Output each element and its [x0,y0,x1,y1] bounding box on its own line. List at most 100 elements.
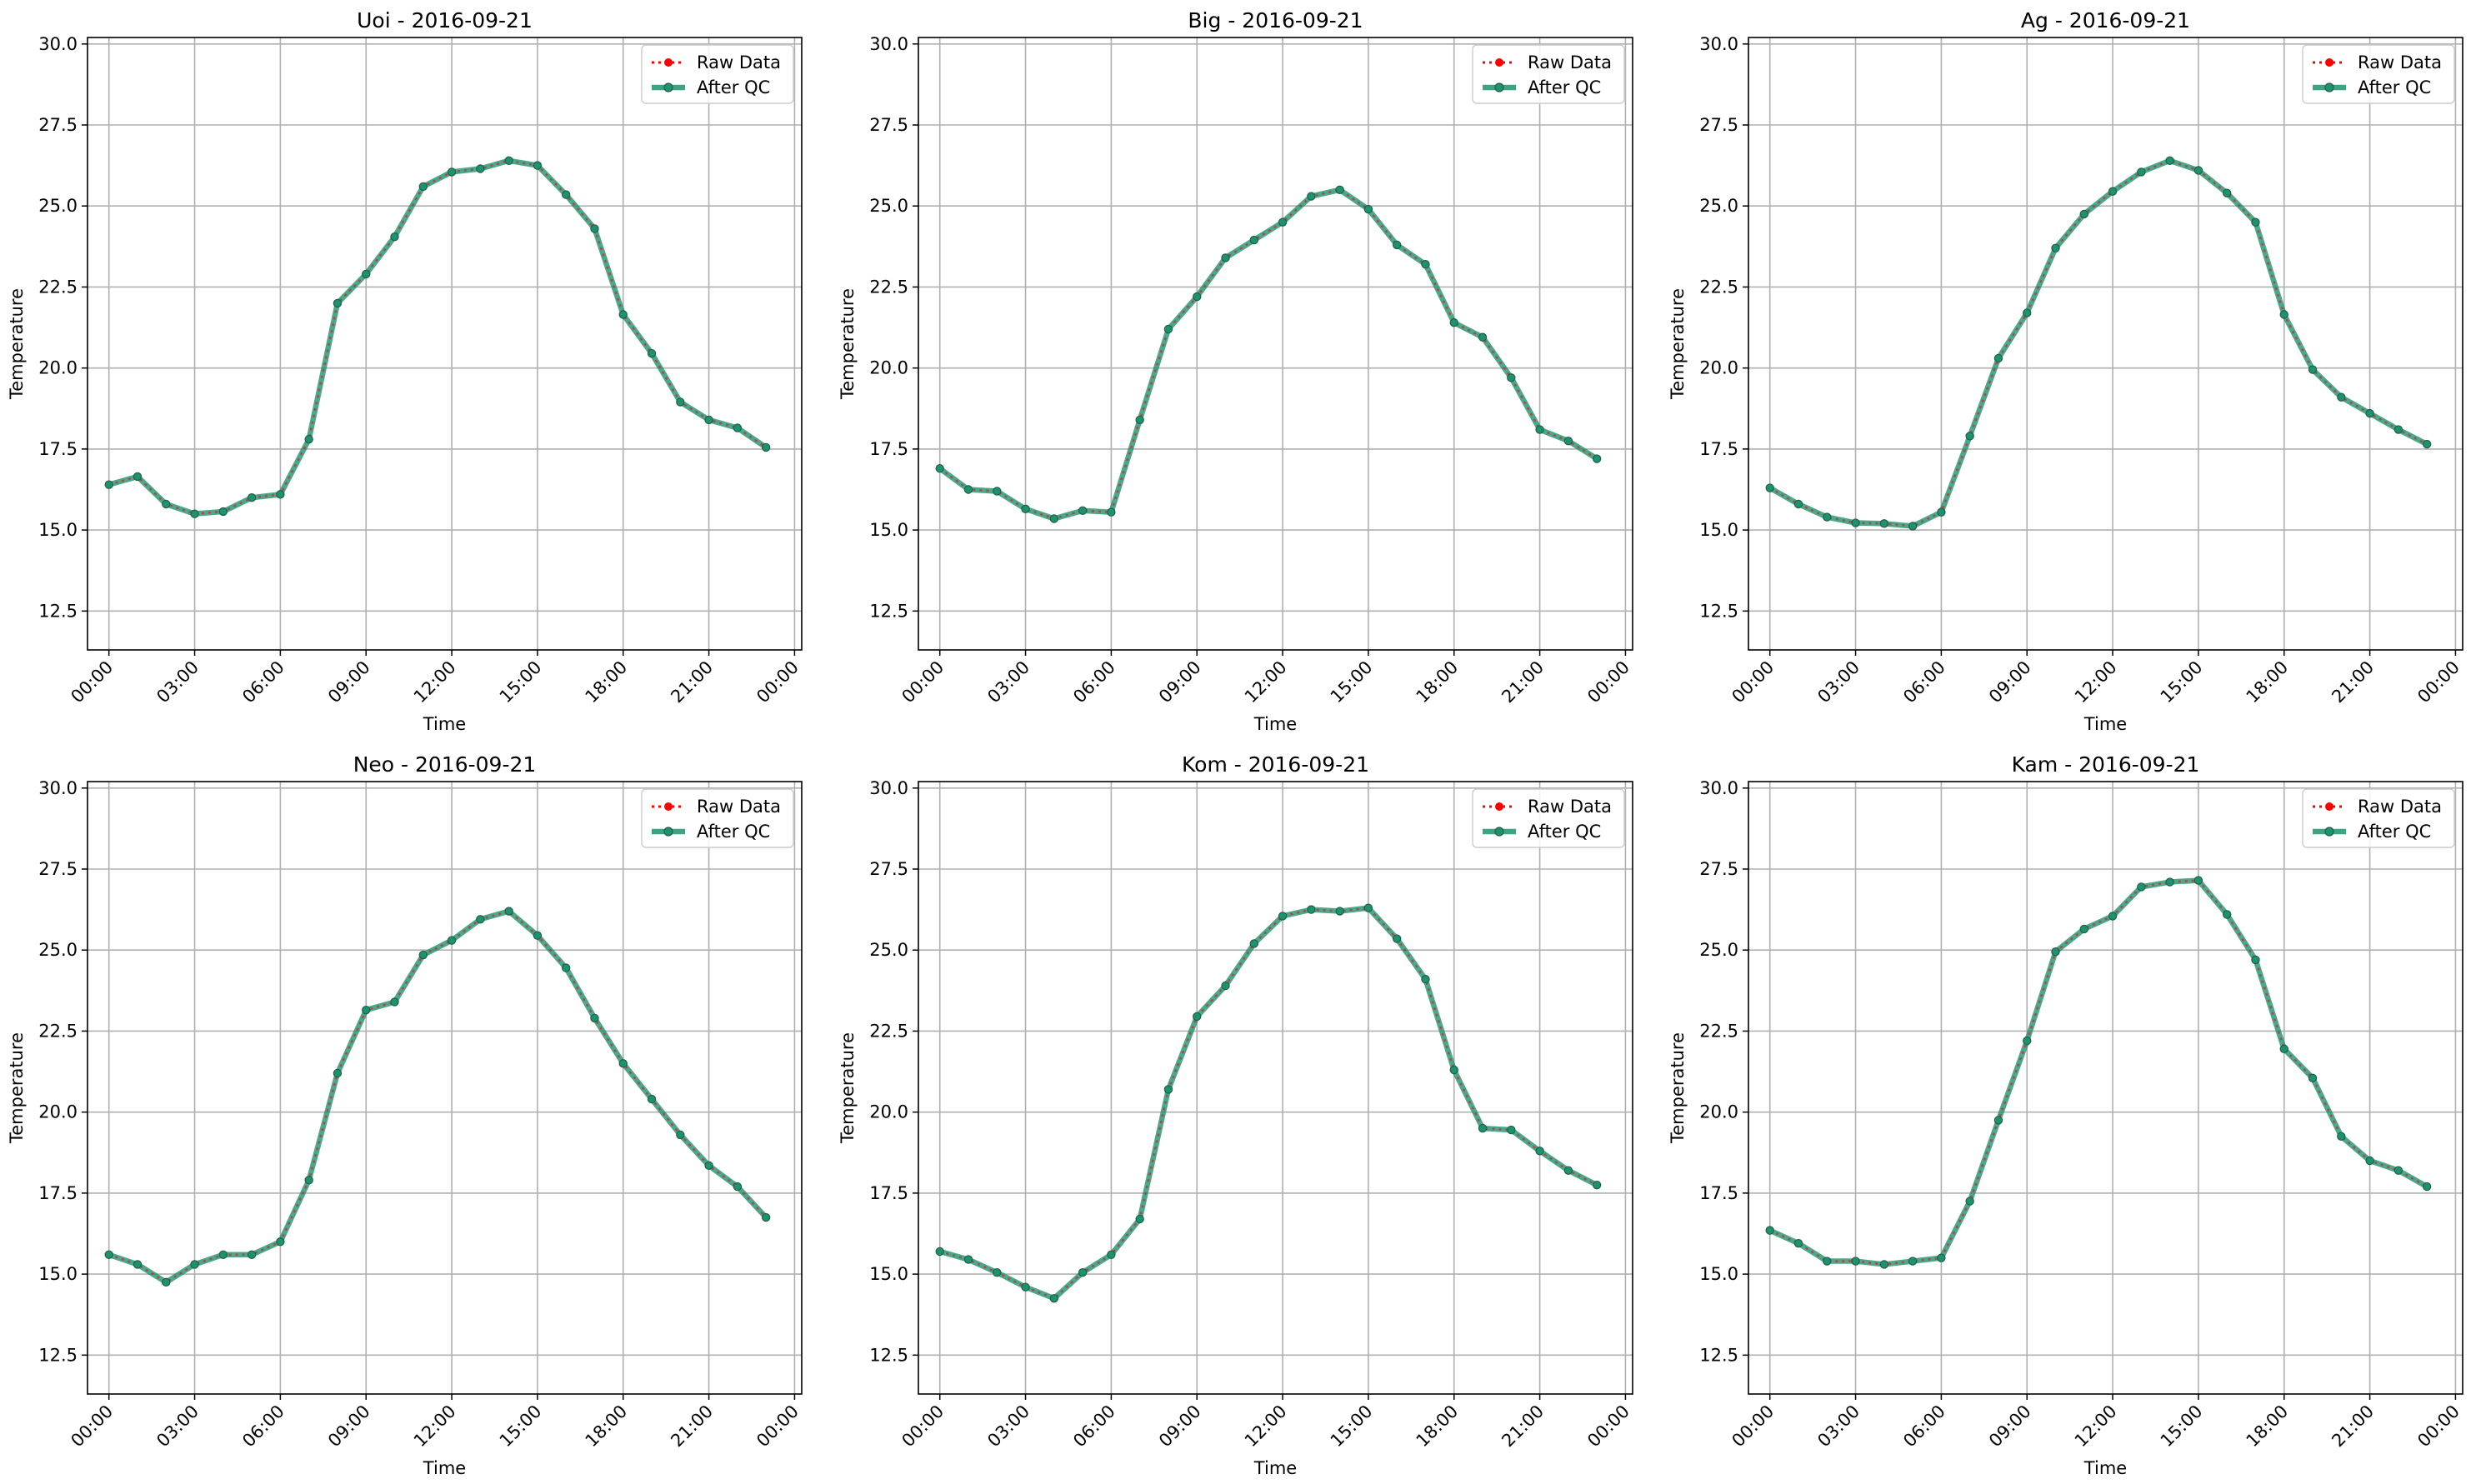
after-qc-point [561,963,571,972]
after-qc-point [1221,981,1230,991]
y-tick-label: 25.0 [1699,940,1738,960]
y-tick-label: 17.5 [869,1183,908,1203]
after-qc-point [647,1094,657,1104]
after-qc-point [333,1068,343,1078]
after-qc-point [1078,506,1088,515]
y-tick-label: 20.0 [38,358,78,378]
after-qc-point [935,464,944,473]
series-line-raw-data [108,910,768,1284]
after-qc-point [618,1059,628,1068]
after-qc-point [2308,1073,2318,1083]
x-tick-label: 15:00 [1327,657,1377,707]
after-qc-point [133,472,143,482]
after-qc-point [2193,876,2203,885]
x-tick-label: 12:00 [1241,657,1291,707]
after-qc-point [1993,353,2003,363]
after-qc-point [2079,924,2088,934]
x-tick-label: 06:00 [1069,657,1119,707]
after-qc-point [1449,318,1458,327]
x-tick-label: 06:00 [238,1402,288,1452]
x-tick-label: 06:00 [1899,1402,1949,1452]
y-tick-label: 12.5 [38,601,78,621]
legend: Raw Data After QC [641,44,794,104]
series-line-raw-data [1769,879,2428,1266]
y-tick-label: 15.0 [869,520,908,540]
plot-frame [918,37,1633,651]
y-tick-label: 17.5 [1699,439,1738,459]
after-qc-point [1307,192,1316,201]
x-tick-label: 00:00 [1728,657,1778,707]
after-qc-point [1993,1116,2003,1125]
x-tick-label: 06:00 [238,657,288,707]
y-tick-label: 30.0 [38,778,78,798]
x-tick-label: 12:00 [410,1402,460,1452]
y-tick-label: 17.5 [38,1183,78,1203]
after-qc-point [1478,332,1488,342]
after-qc-point [190,1260,199,1269]
y-tick-label: 27.5 [1699,859,1738,879]
y-tick-label: 15.0 [869,1264,908,1284]
series-line-after-qc [108,157,768,517]
y-tick-label: 12.5 [869,1345,908,1365]
legend-raw-label: Raw Data [697,52,781,72]
after-qc-point [418,950,428,960]
after-qc-point [1793,1238,1803,1248]
after-qc-point [647,348,657,358]
after-qc-point [1363,903,1373,912]
y-axis-label: Temperature [7,1032,27,1144]
x-tick-label: 12:00 [410,657,460,707]
after-qc-point [676,397,685,407]
y-tick-label: 17.5 [38,439,78,459]
after-qc-point [2051,243,2060,252]
after-qc-point [1335,907,1344,916]
legend-raw-label: Raw Data [2358,52,2442,72]
legend-raw-label: Raw Data [1528,52,1612,72]
series-line-raw-data [1769,159,2428,527]
x-tick-label: 21:00 [1498,1402,1548,1452]
after-qc-point [2365,408,2374,418]
plot-frame [918,781,1633,1395]
y-tick-label: 22.5 [1699,277,1738,297]
subplot-6: 00:00 03:00 06:00 09:00 12:00 15:00 18:00 21:00… [1668,752,2463,1478]
after-qc-point [1478,1123,1488,1133]
after-qc-point [1563,436,1573,446]
after-qc-point [2251,955,2260,965]
after-qc-point [2222,910,2232,919]
legend-raw-marker [1495,802,1503,811]
after-qc-point [104,1250,113,1259]
after-qc-point [2193,166,2203,175]
after-qc-point [2108,912,2118,921]
y-tick-label: 27.5 [38,859,78,879]
legend-qc-label: After QC [697,77,770,97]
x-tick-label: 00:00 [1583,1402,1633,1452]
after-qc-point [362,1005,371,1015]
subplot-title: Neo - 2016-09-21 [353,752,537,777]
after-qc-point [1851,518,1860,527]
legend-raw-label: Raw Data [2358,797,2442,817]
series-line-raw-data [108,159,767,515]
subplot-3: 00:00 03:00 06:00 09:00 12:00 15:00 18:00 21:00… [1668,8,2463,734]
y-tick-label: 15.0 [38,1264,78,1284]
y-tick-label: 25.0 [38,196,78,216]
after-qc-point [104,480,113,489]
x-tick-label: 12:00 [2071,657,2121,707]
legend-raw-marker [2325,58,2333,67]
after-qc-point [2393,1166,2403,1175]
x-tick-label: 00:00 [753,1402,803,1452]
after-qc-point [1535,425,1544,434]
x-tick-label: 18:00 [1413,657,1463,707]
after-qc-point [733,423,743,432]
after-qc-point [963,485,973,494]
x-tick-label: 15:00 [496,657,546,707]
after-qc-point [1078,1267,1088,1277]
x-tick-label: 21:00 [2328,657,2378,707]
after-qc-point [390,997,399,1007]
after-qc-point [1135,415,1144,425]
after-qc-point [993,1267,1002,1277]
subplot-4: 00:00 03:00 06:00 09:00 12:00 15:00 18:00 21:00… [7,752,803,1478]
subplot-1: 00:00 03:00 06:00 09:00 12:00 15:00 18:00 21:00… [7,8,803,734]
after-qc-point [533,931,543,940]
y-tick-label: 20.0 [1699,358,1738,378]
after-qc-point [935,1247,944,1257]
